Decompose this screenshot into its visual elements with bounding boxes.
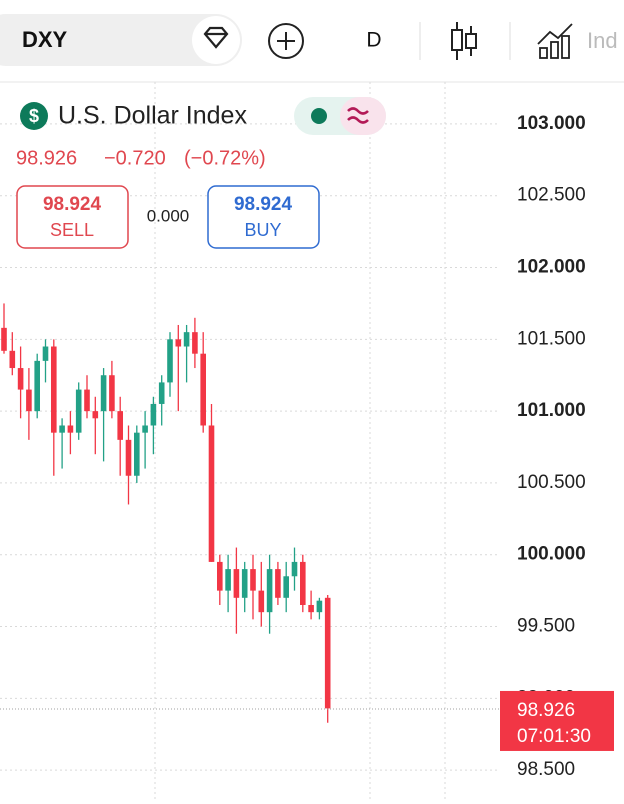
candle-body: [59, 425, 65, 433]
candle-body: [17, 368, 24, 390]
candle-body: [125, 439, 132, 476]
candle-body: [9, 350, 16, 369]
candle-body: [283, 576, 289, 598]
price-axis: 98.50099.00099.500100.000100.500101.0001…: [500, 113, 614, 780]
candle-body: [109, 375, 115, 412]
last-price-label: 98.926: [517, 700, 575, 721]
y-tick-label: 100.500: [517, 472, 586, 493]
candle-body: [175, 339, 182, 347]
interval[interactable]: D: [366, 29, 381, 52]
candle-body: [158, 382, 165, 404]
symbol[interactable]: DXY: [22, 27, 68, 52]
delayed-icon: [347, 107, 369, 124]
market-open-dot: [311, 108, 327, 124]
candle-body: [275, 569, 281, 598]
buy-button[interactable]: [207, 185, 320, 249]
candle-body: [117, 411, 123, 440]
candle-body: [266, 569, 273, 613]
candle-body: [34, 360, 40, 412]
last-price-box: [500, 690, 614, 751]
symbol-pill[interactable]: [0, 14, 242, 66]
currency-icon: [20, 102, 48, 130]
candle-body: [258, 590, 265, 613]
candle-body: [67, 425, 74, 433]
sell-price[interactable]: 98.924: [43, 194, 102, 215]
y-tick-label: 101.500: [517, 328, 586, 349]
y-tick-label: 101.000: [517, 400, 586, 421]
candle-body: [316, 600, 323, 613]
candle-body: [233, 569, 240, 598]
indicators-icon[interactable]: [537, 23, 573, 59]
change: −0.720: [104, 147, 166, 169]
sell-label[interactable]: SELL: [50, 220, 94, 240]
y-tick-label: 102.000: [517, 257, 586, 278]
candle-body: [26, 389, 32, 412]
candle-body: [84, 389, 90, 412]
buy-label[interactable]: BUY: [244, 220, 281, 240]
spread: 0.000: [147, 206, 190, 225]
y-tick-label: 102.500: [517, 185, 586, 206]
plus-icon: [277, 32, 295, 50]
candle-body: [1, 327, 7, 351]
instrument-name: U.S. Dollar Index: [58, 102, 247, 130]
candle-body: [167, 339, 173, 383]
alert-button[interactable]: [192, 16, 240, 64]
y-tick-label: 98.500: [517, 759, 575, 780]
candle-body: [324, 597, 331, 709]
candle-body: [208, 425, 215, 562]
candle-body: [142, 425, 148, 433]
candle-body: [241, 569, 248, 598]
candle-body: [42, 346, 49, 361]
candle-body: [75, 389, 82, 433]
candle-body: [225, 569, 231, 591]
diamond-icon: [203, 26, 229, 49]
candle-body: [92, 411, 99, 419]
candle-body: [183, 332, 190, 347]
candle-body: [300, 561, 306, 605]
candle-body: [51, 346, 57, 433]
add-button[interactable]: [268, 23, 304, 59]
y-tick-label: 103.000: [517, 113, 586, 134]
candle-body: [291, 561, 298, 577]
y-tick-label: 99.500: [517, 616, 575, 637]
candle-body: [250, 569, 256, 591]
sell-button[interactable]: [16, 185, 129, 249]
indicators-label[interactable]: Ind: [587, 28, 618, 53]
currency-symbol: $: [29, 106, 39, 126]
candle-body: [150, 403, 157, 426]
candle-body: [134, 432, 140, 476]
buy-price[interactable]: 98.924: [234, 194, 293, 215]
status-pill-right: [340, 97, 386, 135]
candle-icon[interactable]: [451, 22, 477, 60]
candle-body: [100, 375, 107, 412]
change-percent: (−0.72%): [184, 147, 266, 169]
candle-body: [200, 353, 206, 426]
y-tick-label: 100.000: [517, 544, 586, 565]
candle-body: [192, 332, 198, 354]
last-price: 98.926: [16, 147, 77, 169]
countdown: 07:01:30: [517, 726, 591, 747]
candle-body: [308, 604, 314, 613]
candle-body: [217, 561, 223, 591]
